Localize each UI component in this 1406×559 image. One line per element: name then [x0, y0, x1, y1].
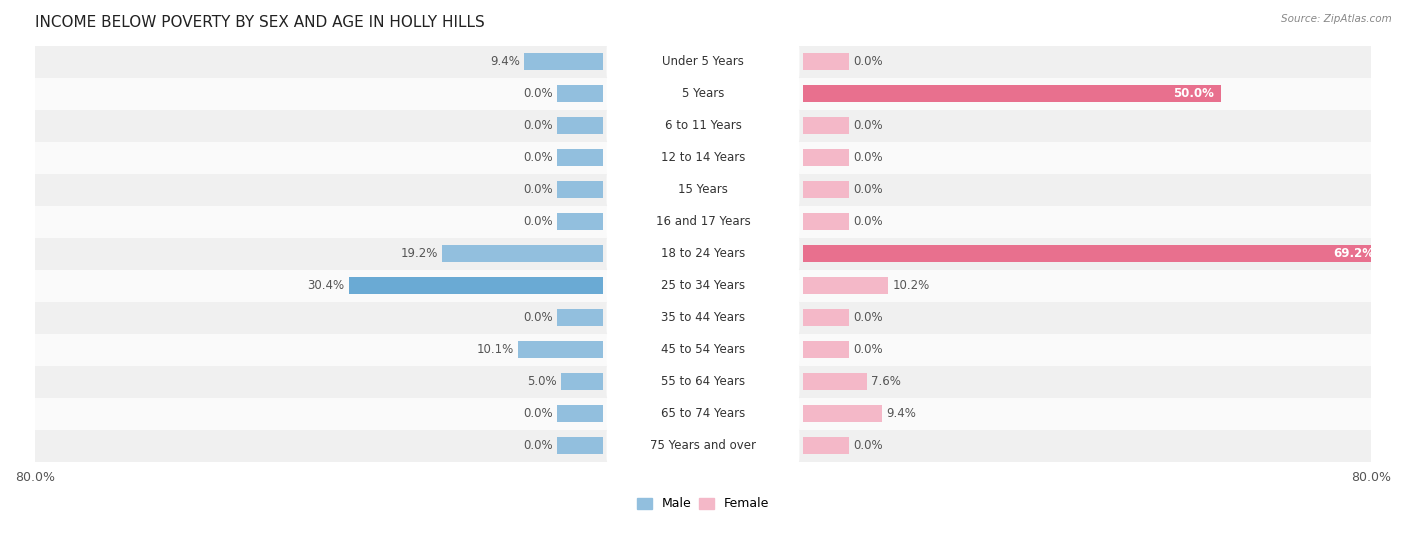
- FancyBboxPatch shape: [606, 298, 800, 338]
- Bar: [349, 277, 603, 294]
- Text: 0.0%: 0.0%: [523, 87, 553, 100]
- Bar: [35, 46, 1371, 78]
- FancyBboxPatch shape: [606, 106, 800, 145]
- Text: 0.0%: 0.0%: [523, 183, 553, 196]
- Bar: [803, 277, 889, 294]
- Text: 9.4%: 9.4%: [886, 407, 915, 420]
- Text: 50.0%: 50.0%: [1173, 87, 1213, 100]
- Bar: [803, 86, 1220, 102]
- Bar: [557, 437, 603, 454]
- Text: 45 to 54 Years: 45 to 54 Years: [661, 343, 745, 356]
- Text: 9.4%: 9.4%: [491, 55, 520, 68]
- Bar: [524, 53, 603, 70]
- Bar: [35, 334, 1371, 366]
- FancyBboxPatch shape: [606, 42, 800, 82]
- Bar: [519, 341, 603, 358]
- Bar: [443, 245, 603, 262]
- Bar: [557, 149, 603, 166]
- Bar: [557, 214, 603, 230]
- Text: 6 to 11 Years: 6 to 11 Years: [665, 119, 741, 132]
- Text: 35 to 44 Years: 35 to 44 Years: [661, 311, 745, 324]
- Text: 0.0%: 0.0%: [853, 439, 883, 452]
- FancyBboxPatch shape: [606, 426, 800, 466]
- Bar: [35, 429, 1371, 462]
- FancyBboxPatch shape: [606, 74, 800, 113]
- Text: 0.0%: 0.0%: [523, 215, 553, 228]
- Bar: [35, 302, 1371, 334]
- Bar: [803, 53, 849, 70]
- Bar: [35, 174, 1371, 206]
- Bar: [803, 245, 1381, 262]
- Text: 12 to 14 Years: 12 to 14 Years: [661, 151, 745, 164]
- Text: 69.2%: 69.2%: [1333, 247, 1374, 260]
- Text: 16 and 17 Years: 16 and 17 Years: [655, 215, 751, 228]
- Text: 75 Years and over: 75 Years and over: [650, 439, 756, 452]
- FancyBboxPatch shape: [606, 330, 800, 369]
- Bar: [803, 437, 849, 454]
- Bar: [35, 397, 1371, 429]
- Bar: [803, 309, 849, 326]
- Bar: [561, 373, 603, 390]
- Bar: [35, 366, 1371, 397]
- Text: 0.0%: 0.0%: [853, 183, 883, 196]
- Text: 0.0%: 0.0%: [853, 119, 883, 132]
- Bar: [803, 341, 849, 358]
- Text: 10.2%: 10.2%: [893, 279, 929, 292]
- Bar: [35, 110, 1371, 141]
- FancyBboxPatch shape: [606, 394, 800, 433]
- Bar: [557, 405, 603, 422]
- Text: 65 to 74 Years: 65 to 74 Years: [661, 407, 745, 420]
- Text: 55 to 64 Years: 55 to 64 Years: [661, 375, 745, 388]
- FancyBboxPatch shape: [606, 362, 800, 401]
- Text: 18 to 24 Years: 18 to 24 Years: [661, 247, 745, 260]
- Bar: [35, 206, 1371, 238]
- Text: 7.6%: 7.6%: [870, 375, 901, 388]
- FancyBboxPatch shape: [606, 266, 800, 305]
- Text: 25 to 34 Years: 25 to 34 Years: [661, 279, 745, 292]
- Legend: Male, Female: Male, Female: [631, 492, 775, 515]
- Bar: [35, 269, 1371, 302]
- Text: 0.0%: 0.0%: [523, 439, 553, 452]
- Text: 15 Years: 15 Years: [678, 183, 728, 196]
- Text: 0.0%: 0.0%: [853, 311, 883, 324]
- Bar: [35, 78, 1371, 110]
- FancyBboxPatch shape: [606, 234, 800, 273]
- FancyBboxPatch shape: [606, 202, 800, 241]
- Bar: [803, 181, 849, 198]
- Text: Under 5 Years: Under 5 Years: [662, 55, 744, 68]
- Bar: [557, 117, 603, 134]
- Bar: [803, 117, 849, 134]
- Bar: [557, 309, 603, 326]
- Text: 0.0%: 0.0%: [523, 119, 553, 132]
- Text: 0.0%: 0.0%: [523, 407, 553, 420]
- Text: 0.0%: 0.0%: [853, 151, 883, 164]
- Text: 0.0%: 0.0%: [853, 55, 883, 68]
- Text: 30.4%: 30.4%: [308, 279, 344, 292]
- Text: Source: ZipAtlas.com: Source: ZipAtlas.com: [1281, 14, 1392, 24]
- Text: 0.0%: 0.0%: [523, 311, 553, 324]
- FancyBboxPatch shape: [606, 138, 800, 177]
- FancyBboxPatch shape: [606, 170, 800, 210]
- Bar: [803, 149, 849, 166]
- Text: 5.0%: 5.0%: [527, 375, 557, 388]
- Bar: [557, 86, 603, 102]
- Bar: [803, 405, 882, 422]
- Text: INCOME BELOW POVERTY BY SEX AND AGE IN HOLLY HILLS: INCOME BELOW POVERTY BY SEX AND AGE IN H…: [35, 15, 485, 30]
- Text: 0.0%: 0.0%: [523, 151, 553, 164]
- Text: 5 Years: 5 Years: [682, 87, 724, 100]
- Bar: [803, 214, 849, 230]
- Text: 0.0%: 0.0%: [853, 215, 883, 228]
- Bar: [35, 238, 1371, 269]
- Bar: [803, 373, 866, 390]
- Text: 10.1%: 10.1%: [477, 343, 515, 356]
- Text: 19.2%: 19.2%: [401, 247, 439, 260]
- Text: 0.0%: 0.0%: [853, 343, 883, 356]
- Bar: [35, 141, 1371, 174]
- Bar: [557, 181, 603, 198]
